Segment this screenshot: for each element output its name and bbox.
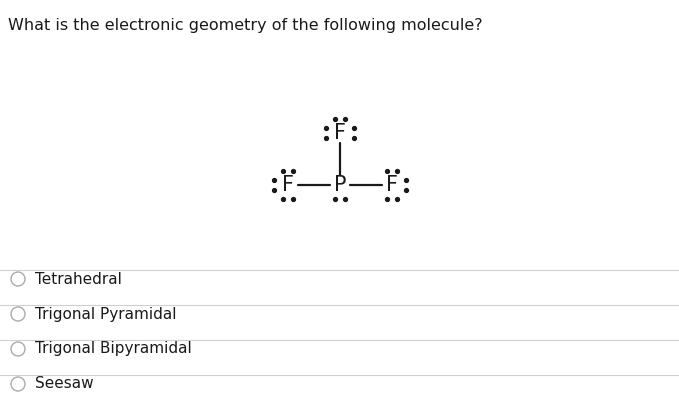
Text: Tetrahedral: Tetrahedral — [35, 272, 122, 286]
Text: F: F — [282, 175, 294, 195]
Text: What is the electronic geometry of the following molecule?: What is the electronic geometry of the f… — [8, 18, 483, 33]
Text: P: P — [334, 175, 346, 195]
Text: F: F — [334, 123, 346, 143]
Text: Trigonal Bipyramidal: Trigonal Bipyramidal — [35, 342, 191, 357]
Text: Trigonal Pyramidal: Trigonal Pyramidal — [35, 306, 177, 321]
Text: Seesaw: Seesaw — [35, 377, 94, 391]
Text: F: F — [386, 175, 398, 195]
